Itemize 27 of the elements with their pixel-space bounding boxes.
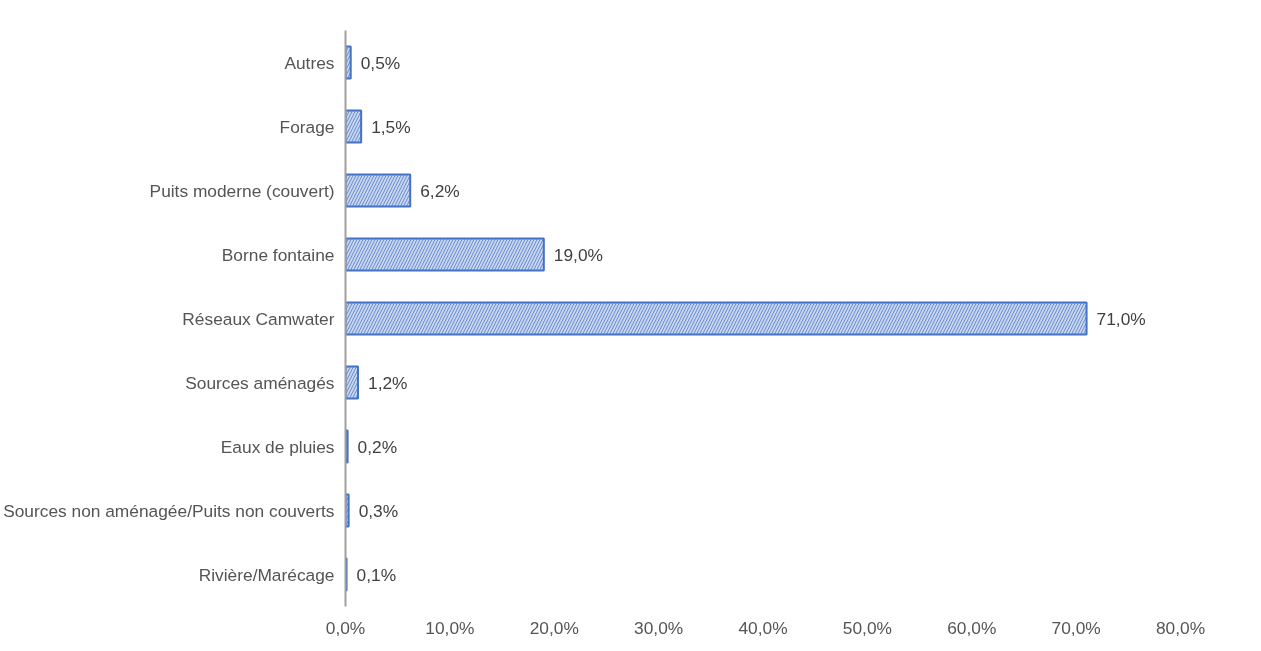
data-label: 71,0% <box>1096 308 1146 329</box>
y-tick-label: Borne fontaine <box>221 244 335 265</box>
x-tick-label: 40,0% <box>738 617 788 638</box>
y-tick-label: Autres <box>284 52 335 73</box>
y-tick-label: Eaux de pluies <box>220 436 335 457</box>
data-label: 19,0% <box>553 244 603 265</box>
y-tick-label: Puits moderne (couvert) <box>149 180 335 201</box>
y-tick-label: Sources aménagés <box>185 372 335 393</box>
data-label: 0,2% <box>357 436 398 457</box>
y-tick-label: Réseaux Camwater <box>182 308 335 329</box>
x-tick-label: 70,0% <box>1051 617 1101 638</box>
data-label: 6,2% <box>420 180 460 201</box>
data-label: 0,5% <box>360 52 401 73</box>
data-label: 1,5% <box>371 116 411 137</box>
data-label: 0,1% <box>356 564 397 585</box>
data-label: 1,2% <box>368 372 408 393</box>
x-tick-label: 60,0% <box>947 617 997 638</box>
y-tick-label: Forage <box>279 116 335 137</box>
x-tick-label: 20,0% <box>529 617 579 638</box>
y-tick-label: Sources non aménagée/Puits non couverts <box>3 500 335 521</box>
x-tick-label: 10,0% <box>425 617 475 638</box>
y-tick-label: Rivière/Marécage <box>198 564 335 585</box>
x-tick-label: 80,0% <box>1155 617 1206 638</box>
data-label: 0,3% <box>358 500 399 521</box>
x-tick-label: 50,0% <box>842 617 892 638</box>
x-tick-label: 30,0% <box>634 617 684 638</box>
x-tick-label: 0,0% <box>325 617 366 638</box>
